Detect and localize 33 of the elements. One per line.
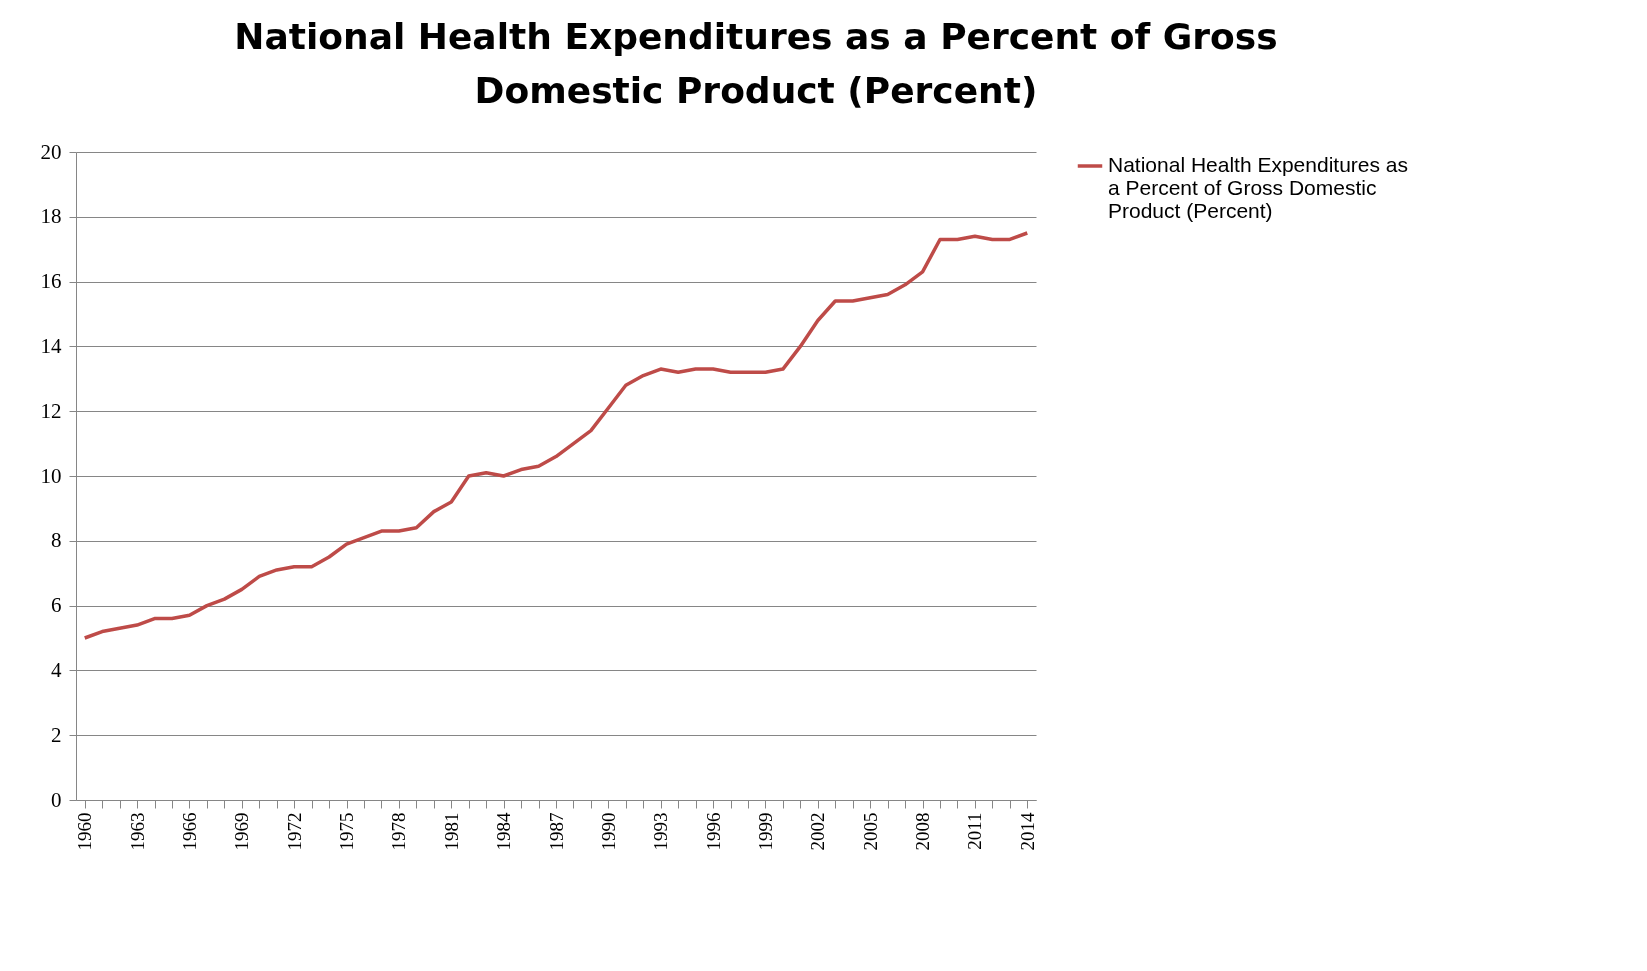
- y-tick-label: 6: [51, 593, 62, 618]
- y-tick-label: 20: [40, 139, 62, 164]
- x-tick-label: 2014: [1016, 812, 1038, 851]
- x-tick-label: 1993: [650, 812, 672, 851]
- x-tick-label: 1981: [440, 812, 462, 851]
- x-tick-label: 1990: [597, 812, 619, 851]
- y-tick-label: 10: [40, 463, 62, 488]
- y-tick-label: 4: [51, 657, 62, 682]
- x-tick-label: 1969: [231, 812, 253, 851]
- x-tick-label: 1966: [178, 812, 200, 851]
- y-tick-label: 2: [51, 722, 62, 747]
- x-tick-label: 1987: [545, 812, 567, 851]
- y-tick-label: 12: [40, 398, 62, 423]
- y-tick-label: 16: [40, 269, 62, 294]
- x-tick-label: 2008: [912, 812, 934, 851]
- x-tick-label: 1972: [283, 812, 305, 851]
- x-tick-label: 2011: [964, 812, 986, 850]
- x-tick-label: 1975: [336, 812, 358, 851]
- x-tick-label: 1999: [754, 812, 776, 851]
- y-tick-label: 14: [40, 333, 62, 358]
- x-tick-label: 1963: [126, 812, 148, 851]
- x-tick-label: 1996: [702, 812, 724, 851]
- legend-label: National Health Expenditures as a Percent of Gross Domestic Product (Percent): [1108, 153, 1409, 222]
- x-tick-label: 1984: [493, 812, 515, 851]
- x-tick-label: 1960: [74, 812, 96, 851]
- y-tick-label: 18: [40, 204, 62, 229]
- x-tick-label: 2002: [807, 812, 829, 851]
- y-tick-label: 8: [51, 528, 62, 553]
- y-tick-label: 0: [51, 787, 62, 812]
- x-tick-label: 2005: [859, 812, 881, 851]
- line-series: [82, 231, 1030, 640]
- chart-title: National Health Expenditures as a Percent of Gross Domestic Product (Percent): [234, 16, 1278, 111]
- x-tick-label: 1978: [388, 812, 410, 851]
